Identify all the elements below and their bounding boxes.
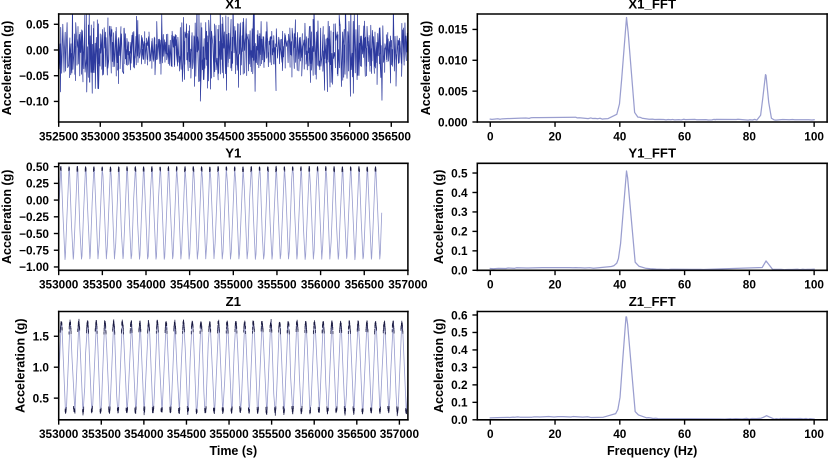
svg-text:0.4: 0.4: [451, 186, 468, 200]
svg-text:354500: 354500: [167, 427, 207, 441]
svg-text:0: 0: [487, 278, 494, 292]
svg-text:80: 80: [743, 129, 757, 143]
svg-text:X1_FFT: X1_FFT: [628, 0, 676, 11]
svg-text:353000: 353000: [39, 278, 79, 292]
svg-text:80: 80: [743, 427, 757, 441]
svg-text:355500: 355500: [288, 129, 328, 143]
svg-text:0.015: 0.015: [438, 23, 468, 37]
svg-text:60: 60: [678, 129, 692, 143]
svg-text:−0.50: −0.50: [19, 227, 49, 241]
svg-text:353000: 353000: [81, 129, 121, 143]
svg-text:Time (s): Time (s): [209, 444, 257, 458]
svg-text:X1: X1: [225, 0, 241, 11]
svg-text:Z1: Z1: [226, 294, 241, 309]
svg-text:1.5: 1.5: [33, 330, 50, 344]
svg-text:0.00: 0.00: [26, 43, 49, 57]
svg-text:Acceleration (g): Acceleration (g): [419, 21, 433, 115]
svg-text:0.2: 0.2: [451, 378, 468, 392]
svg-text:Acceleration (g): Acceleration (g): [0, 170, 14, 264]
svg-text:−0.05: −0.05: [19, 69, 49, 83]
svg-text:100: 100: [804, 427, 824, 441]
svg-text:0.4: 0.4: [451, 343, 468, 357]
svg-text:354000: 354000: [164, 129, 204, 143]
svg-text:Acceleration (g): Acceleration (g): [13, 318, 27, 412]
svg-text:0.50: 0.50: [26, 160, 49, 174]
svg-text:354000: 354000: [126, 278, 166, 292]
svg-text:356500: 356500: [345, 278, 385, 292]
svg-text:0: 0: [487, 129, 494, 143]
svg-text:355500: 355500: [257, 278, 297, 292]
svg-text:−1.00: −1.00: [19, 260, 49, 274]
svg-text:356500: 356500: [337, 427, 377, 441]
svg-text:0.010: 0.010: [438, 54, 468, 68]
svg-text:352500: 352500: [39, 129, 79, 143]
svg-text:60: 60: [678, 427, 692, 441]
svg-text:80: 80: [743, 278, 757, 292]
svg-text:354500: 354500: [205, 129, 245, 143]
svg-text:0.25: 0.25: [26, 177, 49, 191]
svg-text:356000: 356000: [295, 427, 335, 441]
svg-text:Acceleration (g): Acceleration (g): [432, 170, 446, 264]
svg-text:357000: 357000: [388, 278, 428, 292]
svg-text:100: 100: [804, 129, 824, 143]
svg-text:40: 40: [613, 278, 627, 292]
svg-text:356000: 356000: [330, 129, 370, 143]
svg-text:353500: 353500: [82, 427, 122, 441]
svg-text:100: 100: [804, 278, 824, 292]
svg-text:Acceleration (g): Acceleration (g): [0, 21, 14, 115]
svg-text:355000: 355000: [247, 129, 287, 143]
svg-text:Acceleration (g): Acceleration (g): [432, 318, 446, 412]
svg-text:Frequency (Hz): Frequency (Hz): [607, 444, 697, 458]
svg-text:353500: 353500: [83, 278, 123, 292]
svg-text:0.3: 0.3: [451, 361, 468, 375]
svg-text:20: 20: [548, 129, 562, 143]
svg-text:60: 60: [678, 278, 692, 292]
svg-text:0.6: 0.6: [451, 308, 468, 322]
svg-text:1.0: 1.0: [33, 360, 50, 374]
svg-text:20: 20: [548, 278, 562, 292]
svg-text:0.1: 0.1: [451, 396, 468, 410]
svg-text:354500: 354500: [170, 278, 210, 292]
svg-text:0.2: 0.2: [451, 225, 468, 239]
svg-text:0.1: 0.1: [451, 244, 468, 258]
svg-text:0.000: 0.000: [438, 115, 468, 129]
svg-text:0.0: 0.0: [451, 264, 468, 278]
svg-text:355000: 355000: [209, 427, 249, 441]
svg-text:0.05: 0.05: [26, 18, 49, 32]
svg-text:0: 0: [487, 427, 494, 441]
svg-text:356500: 356500: [372, 129, 412, 143]
svg-text:353000: 353000: [39, 427, 79, 441]
svg-text:0.5: 0.5: [451, 166, 468, 180]
svg-text:40: 40: [613, 427, 627, 441]
svg-text:−0.25: −0.25: [19, 210, 49, 224]
svg-text:Y1_FFT: Y1_FFT: [628, 146, 676, 161]
svg-text:−0.10: −0.10: [19, 95, 49, 109]
svg-text:354000: 354000: [124, 427, 164, 441]
svg-text:0.5: 0.5: [33, 391, 50, 405]
svg-text:Z1_FFT: Z1_FFT: [629, 294, 676, 309]
svg-text:0.005: 0.005: [438, 84, 468, 98]
svg-text:−0.75: −0.75: [19, 244, 49, 258]
svg-text:0.3: 0.3: [451, 205, 468, 219]
svg-text:355000: 355000: [214, 278, 254, 292]
svg-text:Y1: Y1: [225, 146, 241, 161]
svg-text:0.5: 0.5: [451, 326, 468, 340]
svg-text:0.00: 0.00: [26, 193, 49, 207]
svg-text:40: 40: [613, 129, 627, 143]
svg-text:355500: 355500: [252, 427, 292, 441]
svg-text:20: 20: [548, 427, 562, 441]
svg-text:356000: 356000: [301, 278, 341, 292]
svg-text:357000: 357000: [380, 427, 420, 441]
svg-text:353500: 353500: [122, 129, 162, 143]
svg-text:0.0: 0.0: [451, 413, 468, 427]
